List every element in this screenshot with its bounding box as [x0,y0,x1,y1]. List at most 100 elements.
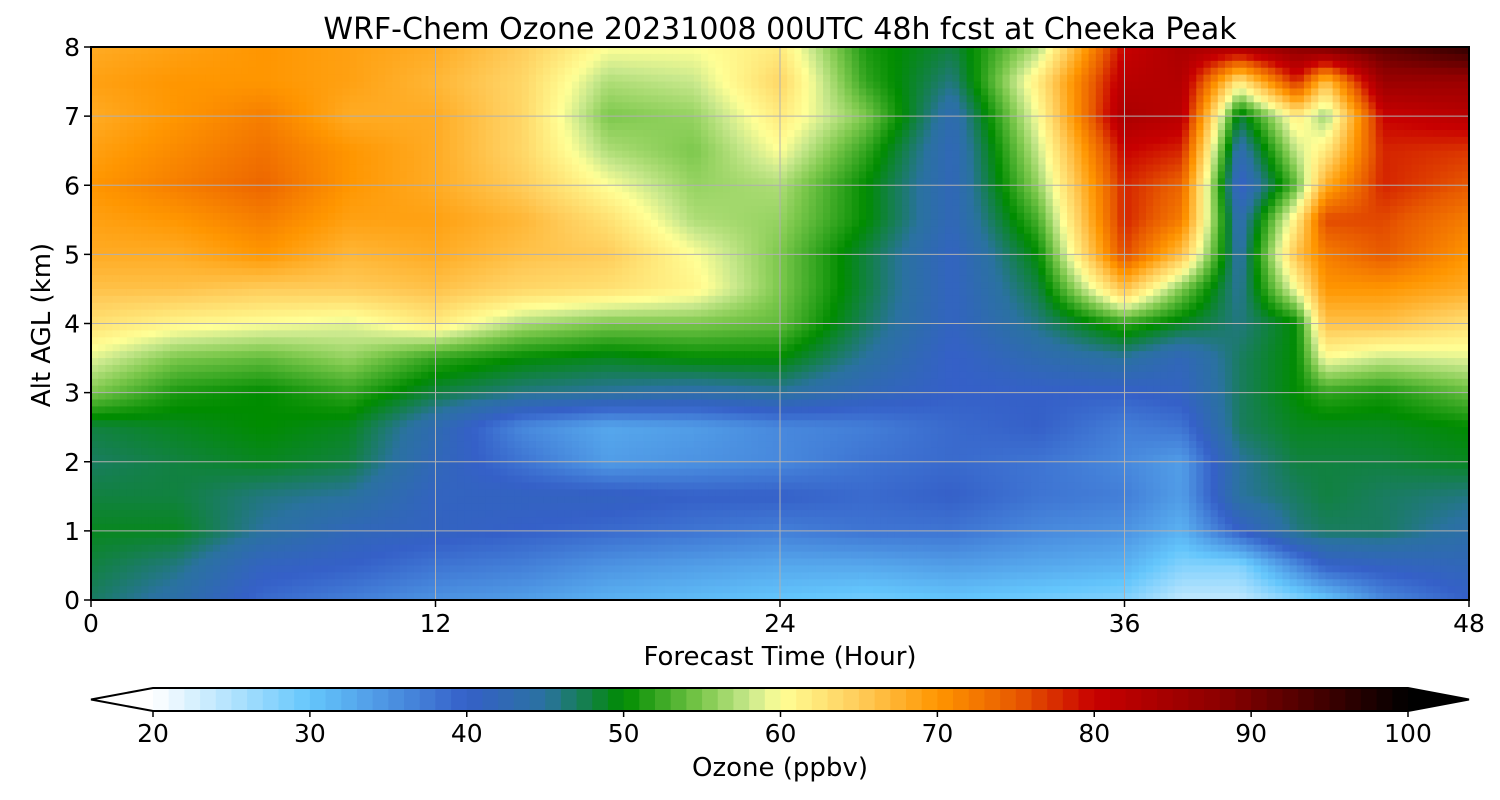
heat-cell [866,213,874,221]
heat-cell [1010,61,1018,69]
heat-cell [213,130,221,138]
heat-cell [565,130,573,138]
heat-cell [1196,82,1204,90]
heat-cell [615,192,623,200]
heat-cell [1225,158,1233,166]
heat-cell [830,68,838,76]
heat-cell [1304,158,1312,166]
heat-cell [802,109,810,117]
heat-cell [163,68,171,76]
heat-cell [1046,75,1054,83]
heat-cell [328,199,336,207]
heat-cell [651,144,659,152]
heat-cell [127,102,135,110]
heat-cell [1218,102,1226,110]
heat-cell [1455,54,1463,62]
heat-cell [486,137,494,145]
heat-cell [565,144,573,152]
heat-cell [601,130,609,138]
heat-cell [500,47,508,55]
heat-cell [1354,116,1362,124]
heat-cell [213,158,221,166]
heat-cell [1412,54,1420,62]
heat-cell [134,185,142,193]
heat-cell [672,144,680,152]
heat-cell [313,54,321,62]
heat-cell [1325,185,1333,193]
heat-cell [902,75,910,83]
heat-cell [1369,220,1377,228]
heat-cell [141,68,149,76]
heat-cell [1383,220,1391,228]
heat-cell [1046,185,1054,193]
heat-cell [572,75,580,83]
heat-cell [629,151,637,159]
heat-cell [134,54,142,62]
heat-cell [737,68,745,76]
heat-cell [1325,95,1333,103]
heat-cell [787,109,795,117]
heat-cell [313,68,321,76]
heat-cell [471,213,479,221]
heat-cell [1218,165,1226,173]
heat-cell [1160,47,1168,55]
heat-cell [830,213,838,221]
heat-cell [787,137,795,145]
heat-cell [1002,144,1010,152]
heat-cell [407,151,415,159]
heat-cell [299,158,307,166]
heat-cell [952,95,960,103]
heat-cell [464,68,472,76]
heat-cell [1038,144,1046,152]
heat-cell [278,185,286,193]
heat-cell [909,68,917,76]
heat-cell [802,185,810,193]
heat-cell [357,75,365,83]
heat-cell [687,178,695,186]
heat-cell [156,75,164,83]
heat-cell [400,137,408,145]
heat-cell [1146,206,1154,214]
heat-cell [98,61,106,69]
heat-cell [586,75,594,83]
heat-cell [184,109,192,117]
heat-cell [407,109,415,117]
heat-cell [572,123,580,131]
heat-cell [995,130,1003,138]
heat-cell [959,206,967,214]
heat-cell [213,123,221,131]
heat-cell [1218,61,1226,69]
heat-cell [1440,158,1448,166]
heat-cell [1182,165,1190,173]
heat-cell [436,178,444,186]
heat-cell [479,116,487,124]
heat-cell [852,82,860,90]
heat-cell [845,144,853,152]
heat-cell [1376,82,1384,90]
heat-cell [1282,54,1290,62]
heat-cell [170,82,178,90]
heat-cell [1139,199,1147,207]
heat-cell [880,206,888,214]
heat-cell [701,185,709,193]
heat-cell [558,171,566,179]
heat-cell [263,68,271,76]
heat-cell [1412,165,1420,173]
heat-cell [464,47,472,55]
heat-cell [565,185,573,193]
heat-cell [313,75,321,83]
heat-cell [450,54,458,62]
heat-cell [1318,130,1326,138]
heat-cell [1225,178,1233,186]
heat-cell [651,75,659,83]
heat-cell [1168,95,1176,103]
heat-cell [471,116,479,124]
heat-cell [866,116,874,124]
heat-cell [206,144,214,152]
heat-cell [1002,158,1010,166]
heat-cell [270,137,278,145]
heat-cell [191,165,199,173]
heat-cell [407,68,415,76]
heat-cell [988,61,996,69]
heat-cell [421,123,429,131]
